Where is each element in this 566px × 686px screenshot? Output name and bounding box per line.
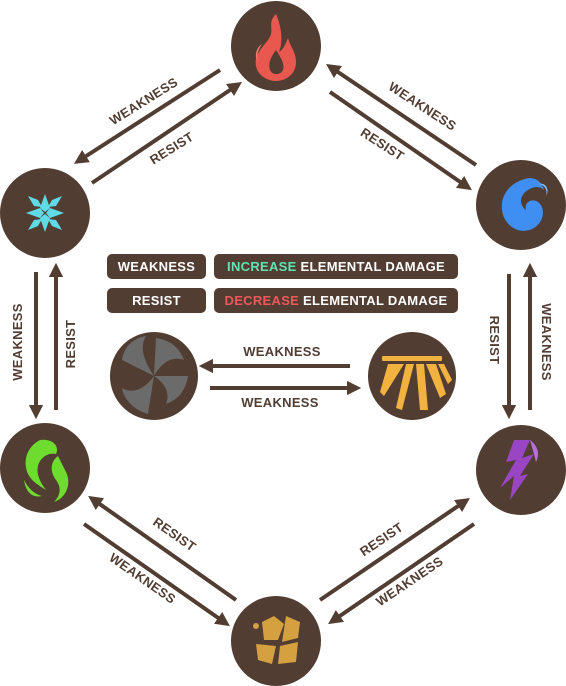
arrow-ice-to-fire: RESIST	[90, 81, 242, 185]
legend-weakness-text: WEAKNESS	[117, 259, 196, 274]
label-ice-to-wind: WEAKNESS	[10, 303, 25, 381]
earth-icon	[253, 616, 300, 664]
water-icon	[501, 178, 548, 231]
earth-node	[231, 596, 321, 686]
label-dark-to-light: WEAKNESS	[241, 395, 319, 410]
label-lightning-to-earth: WEAKNESS	[373, 553, 446, 609]
arrow-ice-to-wind: WEAKNESS	[10, 272, 44, 420]
fire-icon	[255, 14, 296, 81]
label-lightning-to-water: WEAKNESS	[539, 303, 554, 381]
arrow-fire-to-ice: WEAKNESS	[73, 68, 222, 164]
arrow-wind-to-earth: WEAKNESS	[82, 522, 230, 627]
arrow-water-to-lightning: RESIST	[487, 274, 517, 420]
legend-increase-text: INCREASE	[227, 259, 297, 274]
wind-icon	[24, 439, 69, 502]
ice-icon	[26, 194, 64, 232]
legend-decrease-text: DECREASE	[224, 293, 300, 308]
label-water-to-fire: WEAKNESS	[386, 79, 459, 134]
label-water-to-lightning: RESIST	[487, 316, 502, 365]
label-wind-to-earth: WEAKNESS	[107, 550, 179, 607]
legend-resist-text: RESIST	[132, 293, 181, 308]
arrow-lightning-to-water: WEAKNESS	[522, 262, 554, 410]
legend-resist-effect-text: ELEMENTAL DAMAGE	[299, 293, 448, 308]
label-ice-to-fire: RESIST	[147, 129, 196, 168]
arrow-lightning-to-earth: WEAKNESS	[328, 522, 476, 625]
lightning-node	[476, 425, 566, 515]
light-node	[368, 332, 456, 420]
label-earth-to-wind: RESIST	[150, 514, 199, 554]
legend-resist-label: RESIST	[107, 288, 206, 313]
arrow-wind-to-ice: RESIST	[48, 262, 78, 410]
dark-icon	[122, 336, 188, 414]
lightning-icon	[500, 440, 538, 500]
legend-resist-effect: DECREASE ELEMENTAL DAMAGE	[214, 288, 458, 313]
arrow-dark-to-light: WEAKNESS	[210, 380, 362, 410]
legend-weakness-effect: INCREASE ELEMENTAL DAMAGE	[214, 254, 458, 279]
wind-node	[0, 423, 90, 513]
label-wind-to-ice: RESIST	[63, 320, 78, 369]
arrow-fire-to-water: RESIST	[328, 90, 472, 191]
legend-weakness-label: WEAKNESS	[107, 254, 206, 279]
fire-node	[231, 1, 321, 91]
water-node	[476, 160, 566, 250]
arrow-light-to-dark: WEAKNESS	[198, 344, 350, 374]
label-earth-to-lightning: RESIST	[357, 519, 406, 559]
legend-weakness-effect-text: ELEMENTAL DAMAGE	[296, 259, 445, 274]
dark-node	[110, 332, 198, 420]
label-light-to-dark: WEAKNESS	[243, 344, 321, 359]
ice-node	[0, 168, 90, 258]
light-icon	[380, 356, 452, 410]
